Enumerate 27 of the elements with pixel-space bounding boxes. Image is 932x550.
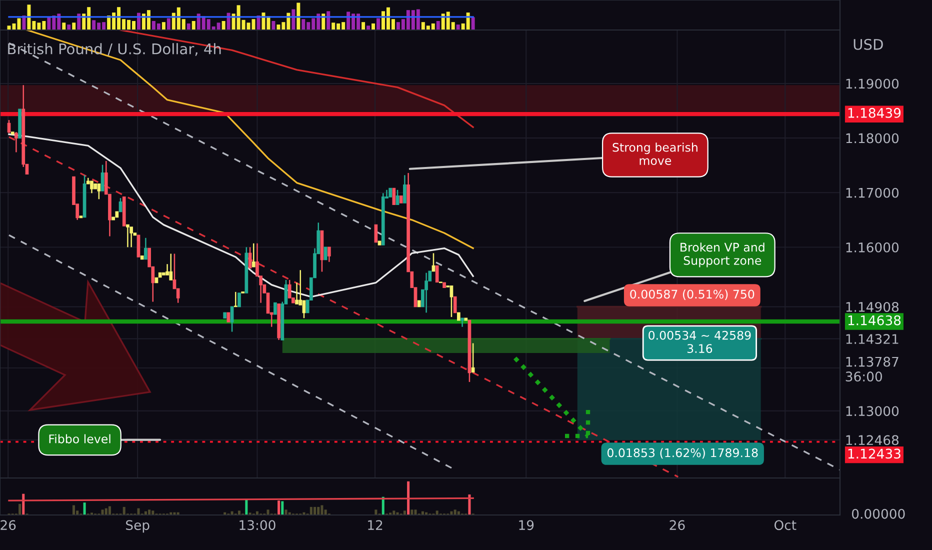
annotation: 0.00587 (0.51%) 750 (630, 290, 754, 300)
ref-line-label: 1.18439 (848, 108, 901, 118)
x-tick-label: 26 (670, 520, 685, 530)
y-tick-label: 1.17000 (846, 188, 899, 198)
y-tick-label: 1.19000 (846, 78, 899, 89)
x-tick-label: 19 (519, 520, 534, 530)
x-tick-label: Sep (126, 520, 150, 533)
text: 0.00000 (852, 508, 905, 519)
ref-line-label: 1.14638 (848, 315, 901, 326)
y-tick-label: 1.16000 (846, 242, 899, 252)
annotation: Strong bearish move (612, 142, 698, 166)
annotation: 0.01853 (1.62%) 1789.18 (607, 448, 758, 459)
y-tick-label: 1.18000 (846, 133, 899, 144)
y-tick-label: 1.12468 (846, 435, 899, 446)
y-tick-label: 1.14908 (846, 302, 899, 312)
y-axis-title: USD (854, 38, 883, 50)
x-tick-label: 12 (368, 520, 382, 530)
annotation: Broken VP and Support zone (680, 242, 764, 268)
annotation: 0.00534 ~ 42589 3.16 (648, 330, 751, 353)
y-tick-label: 1.13000 (846, 406, 899, 416)
annotation: Fibbo level (49, 434, 110, 444)
x-tick-label: 26 (0, 520, 16, 530)
ref-line-label: 1.12433 (848, 448, 900, 459)
y-tick-label: 1.14321 (846, 334, 898, 344)
x-tick-label: 13:00 (240, 520, 276, 530)
y-tick-label: 1.13787 36:00 (846, 356, 898, 382)
x-tick-label: Oct (774, 520, 796, 530)
